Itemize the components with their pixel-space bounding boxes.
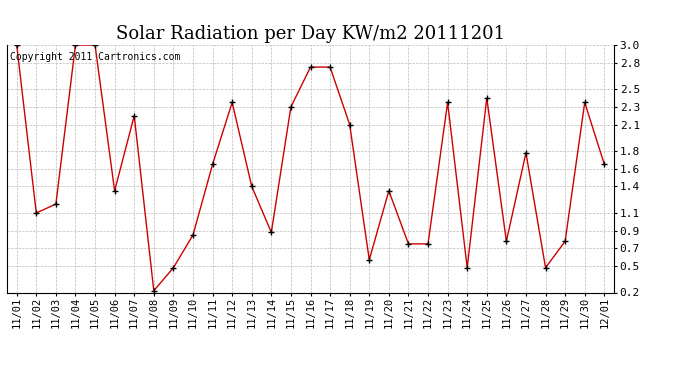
Text: Copyright 2011 Cartronics.com: Copyright 2011 Cartronics.com [10, 53, 180, 62]
Title: Solar Radiation per Day KW/m2 20111201: Solar Radiation per Day KW/m2 20111201 [116, 26, 505, 44]
